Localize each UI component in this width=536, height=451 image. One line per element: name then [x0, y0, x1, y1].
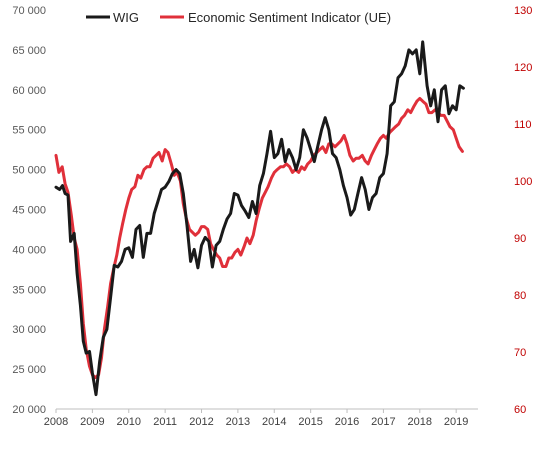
y-tick-label-right: 100	[514, 176, 532, 188]
x-tick-label: 2014	[262, 416, 286, 428]
y-tick-label-left: 60 000	[12, 85, 46, 97]
y-tick-label-left: 70 000	[12, 5, 46, 17]
y-tick-label-right: 80	[514, 290, 526, 302]
y-tick-label-right: 120	[514, 62, 532, 74]
y-tick-label-left: 50 000	[12, 165, 46, 177]
y-tick-label-left: 65 000	[12, 45, 46, 57]
x-tick-label: 2010	[117, 416, 141, 428]
y-tick-label-left: 20 000	[12, 404, 46, 416]
y-tick-label-right: 130	[514, 5, 532, 17]
y-tick-label-left: 45 000	[12, 205, 46, 217]
y-tick-label-left: 55 000	[12, 125, 46, 137]
series-group	[54, 40, 465, 397]
x-tick-label: 2008	[44, 416, 68, 428]
x-tick-label: 2017	[371, 416, 395, 428]
y-tick-label-left: 30 000	[12, 324, 46, 336]
y-tick-label-left: 40 000	[12, 244, 46, 256]
y-tick-label-right: 90	[514, 233, 526, 245]
x-tick-label: 2011	[153, 416, 177, 428]
x-tick-label: 2013	[226, 416, 250, 428]
y-tick-label-left: 25 000	[12, 364, 46, 376]
y-tick-label-right: 110	[514, 119, 532, 131]
y-tick-label-right: 70	[514, 347, 526, 359]
legend: WIG Economic Sentiment Indicator (UE)	[86, 10, 391, 25]
series-line-esi	[54, 96, 464, 380]
legend-label-wig: WIG	[113, 10, 139, 25]
x-tick-label: 2019	[444, 416, 468, 428]
x-tick-label: 2018	[408, 416, 432, 428]
y-tick-label-left: 35 000	[12, 284, 46, 296]
y-tick-label-right: 60	[514, 404, 526, 416]
x-tick-label: 2012	[189, 416, 213, 428]
series-line-wig	[54, 40, 465, 397]
x-tick-label: 2015	[298, 416, 322, 428]
axes: 2008 2009 2010 2011 2012 2013 2014 2015 2016 2017…	[12, 5, 532, 428]
legend-label-esi: Economic Sentiment Indicator (UE)	[188, 10, 391, 25]
x-tick-label: 2009	[80, 416, 104, 428]
x-tick-label: 2016	[335, 416, 359, 428]
